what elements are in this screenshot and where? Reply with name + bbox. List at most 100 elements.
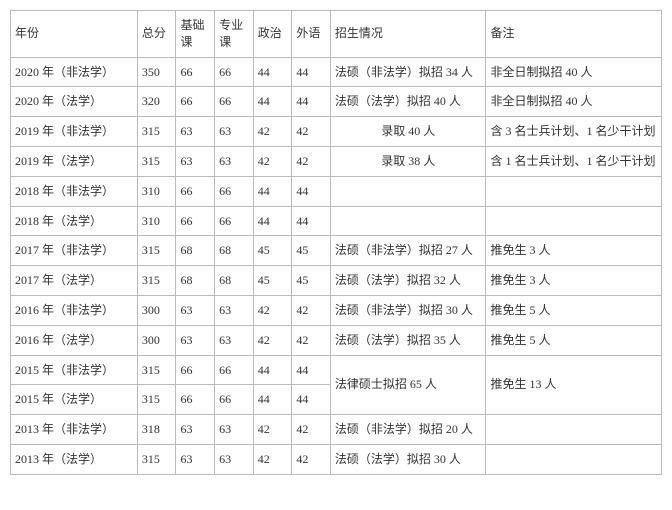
cell-basic: 66 — [176, 57, 215, 87]
cell-note: 含 3 名士兵计划、1 名少干计划 — [486, 117, 662, 147]
header-basic: 基础课 — [176, 11, 215, 58]
table-row: 2019 年（法学）31563634242录取 38 人含 1 名士兵计划、1 … — [11, 146, 662, 176]
cell-note: 含 1 名士兵计划、1 名少干计划 — [486, 146, 662, 176]
cell-major: 68 — [215, 236, 254, 266]
cell-basic: 63 — [176, 444, 215, 474]
cell-politics: 42 — [253, 325, 292, 355]
cell-total: 350 — [137, 57, 176, 87]
cell-basic: 66 — [176, 385, 215, 415]
table-row: 2020 年（法学）32066664444法硕（法学）拟招 40 人非全日制拟招… — [11, 87, 662, 117]
cell-total: 310 — [137, 206, 176, 236]
cell-basic: 66 — [176, 355, 215, 385]
cell-year: 2019 年（非法学） — [11, 117, 138, 147]
cell-major: 66 — [215, 206, 254, 236]
cell-total: 315 — [137, 117, 176, 147]
cell-total: 315 — [137, 266, 176, 296]
cell-admission: 法硕（法学）拟招 32 人 — [330, 266, 486, 296]
cell-admission: 法硕（法学）拟招 30 人 — [330, 444, 486, 474]
cell-major: 63 — [215, 117, 254, 147]
cell-year: 2017 年（非法学） — [11, 236, 138, 266]
header-total: 总分 — [137, 11, 176, 58]
cell-language: 45 — [292, 266, 331, 296]
cell-major: 63 — [215, 295, 254, 325]
cell-admission: 法硕（法学）拟招 40 人 — [330, 87, 486, 117]
cell-year: 2018 年（法学） — [11, 206, 138, 236]
cell-politics: 44 — [253, 57, 292, 87]
cell-major: 63 — [215, 325, 254, 355]
cell-admission: 录取 40 人 — [330, 117, 486, 147]
cell-admission: 录取 38 人 — [330, 146, 486, 176]
cell-basic: 63 — [176, 117, 215, 147]
header-row: 年份 总分 基础课 专业课 政治 外语 招生情况 备注 — [11, 11, 662, 58]
table-row: 2013 年（非法学）31863634242法硕（非法学）拟招 20 人 — [11, 415, 662, 445]
cell-basic: 63 — [176, 295, 215, 325]
table-row: 2018 年（非法学）31066664444 — [11, 176, 662, 206]
cell-politics: 42 — [253, 146, 292, 176]
cell-politics: 42 — [253, 295, 292, 325]
cell-total: 315 — [137, 146, 176, 176]
cell-major: 66 — [215, 87, 254, 117]
cell-major: 66 — [215, 176, 254, 206]
cell-note: 推免生 5 人 — [486, 325, 662, 355]
cell-total: 300 — [137, 325, 176, 355]
cell-politics: 44 — [253, 206, 292, 236]
cell-politics: 45 — [253, 236, 292, 266]
header-major: 专业课 — [215, 11, 254, 58]
cell-total: 315 — [137, 444, 176, 474]
cell-language: 44 — [292, 355, 331, 385]
cell-total: 315 — [137, 355, 176, 385]
cell-politics: 44 — [253, 176, 292, 206]
cell-year: 2020 年（法学） — [11, 87, 138, 117]
cell-year: 2015 年（法学） — [11, 385, 138, 415]
cell-politics: 44 — [253, 87, 292, 117]
cell-politics: 42 — [253, 444, 292, 474]
cell-language: 42 — [292, 415, 331, 445]
cell-language: 44 — [292, 206, 331, 236]
cell-language: 44 — [292, 87, 331, 117]
cell-major: 68 — [215, 266, 254, 296]
cell-politics: 42 — [253, 415, 292, 445]
cell-politics: 42 — [253, 117, 292, 147]
cell-basic: 66 — [176, 176, 215, 206]
cell-basic: 68 — [176, 236, 215, 266]
cell-note — [486, 206, 662, 236]
table-row: 2020 年（非法学）35066664444法硕（非法学）拟招 34 人非全日制… — [11, 57, 662, 87]
cell-year: 2016 年（非法学） — [11, 295, 138, 325]
cell-note — [486, 415, 662, 445]
cell-major: 66 — [215, 385, 254, 415]
cell-major: 63 — [215, 415, 254, 445]
cell-note: 非全日制拟招 40 人 — [486, 87, 662, 117]
cell-admission: 法硕（非法学）拟招 30 人 — [330, 295, 486, 325]
cell-year: 2017 年（法学） — [11, 266, 138, 296]
cell-total: 320 — [137, 87, 176, 117]
header-language: 外语 — [292, 11, 331, 58]
cell-note — [486, 176, 662, 206]
cell-note: 推免生 3 人 — [486, 266, 662, 296]
cell-year: 2019 年（法学） — [11, 146, 138, 176]
cell-language: 42 — [292, 117, 331, 147]
cell-admission — [330, 206, 486, 236]
cell-politics: 44 — [253, 355, 292, 385]
cell-year: 2013 年（法学） — [11, 444, 138, 474]
table-row: 2017 年（法学）31568684545法硕（法学）拟招 32 人推免生 3 … — [11, 266, 662, 296]
score-table: 年份 总分 基础课 专业课 政治 外语 招生情况 备注 2020 年（非法学）3… — [10, 10, 662, 475]
cell-admission — [330, 176, 486, 206]
cell-year: 2018 年（非法学） — [11, 176, 138, 206]
cell-note — [486, 444, 662, 474]
table-row: 2013 年（法学）31563634242法硕（法学）拟招 30 人 — [11, 444, 662, 474]
cell-language: 42 — [292, 295, 331, 325]
cell-basic: 68 — [176, 266, 215, 296]
cell-total: 310 — [137, 176, 176, 206]
cell-total: 300 — [137, 295, 176, 325]
table-row: 2016 年（法学）30063634242法硕（法学）拟招 35 人推免生 5 … — [11, 325, 662, 355]
cell-basic: 63 — [176, 146, 215, 176]
cell-language: 42 — [292, 325, 331, 355]
cell-note: 推免生 3 人 — [486, 236, 662, 266]
cell-basic: 63 — [176, 325, 215, 355]
cell-year: 2013 年（非法学） — [11, 415, 138, 445]
cell-admission: 法硕（非法学）拟招 34 人 — [330, 57, 486, 87]
cell-note: 推免生 5 人 — [486, 295, 662, 325]
header-note: 备注 — [486, 11, 662, 58]
cell-admission: 法硕（非法学）拟招 27 人 — [330, 236, 486, 266]
table-row: 2018 年（法学）31066664444 — [11, 206, 662, 236]
